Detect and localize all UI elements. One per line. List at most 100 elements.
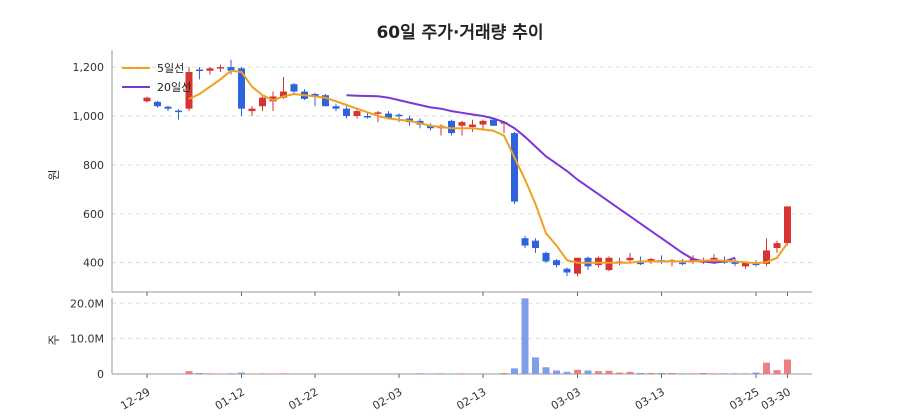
- volume-bar: [742, 373, 749, 374]
- candle-body: [311, 94, 319, 97]
- volume-bar: [143, 373, 151, 375]
- volume-bars: [143, 298, 791, 375]
- volume-bar: [521, 298, 529, 374]
- volume-bar: [479, 373, 487, 374]
- volume-axis-label: 주: [47, 334, 61, 345]
- volume-bar: [395, 373, 403, 374]
- volume-bar: [752, 372, 760, 374]
- volume-tick-label: 10.0M: [70, 333, 104, 346]
- candle-body: [227, 67, 235, 71]
- volume-bar: [175, 373, 182, 375]
- candle-body: [248, 108, 256, 112]
- candle-body: [353, 111, 361, 116]
- volume-bar: [206, 373, 214, 374]
- volume-bar: [658, 372, 665, 374]
- volume-bar: [185, 371, 193, 374]
- candle-body: [742, 262, 749, 267]
- x-tick-label: 01-22: [286, 385, 320, 412]
- volume-bar: [500, 372, 508, 374]
- candle-body: [595, 257, 602, 266]
- candle-body: [490, 119, 497, 126]
- candle-body: [458, 122, 466, 126]
- ma20-line: [346, 94, 736, 264]
- volume-bar: [668, 372, 676, 374]
- price-axis-label: 원: [47, 169, 61, 180]
- candle-body: [574, 257, 581, 274]
- x-tick-label: 12-29: [118, 385, 152, 412]
- volume-bar: [647, 372, 655, 374]
- candle-body: [448, 120, 455, 134]
- volume-bar: [332, 373, 340, 375]
- moving-average-lines: [188, 69, 789, 265]
- volume-bar: [563, 371, 571, 374]
- x-tick-label: 02-13: [454, 385, 488, 412]
- volume-bar: [595, 371, 602, 374]
- x-axis: 12-29 01-12 01-22 02-03 02-13 03-03 03-13 03-25…: [118, 292, 793, 413]
- price-tick-label: 800: [83, 159, 104, 172]
- candle-body: [773, 243, 781, 248]
- price-tick-label: 400: [83, 257, 104, 270]
- x-tick-label: 03-03: [549, 385, 583, 412]
- x-tick-label: 02-03: [370, 385, 404, 412]
- candle-body: [689, 259, 697, 262]
- volume-bar: [458, 373, 466, 374]
- price-tick-label: 600: [83, 208, 104, 221]
- legend: 5일선 20일선: [122, 61, 191, 94]
- candle-body: [385, 113, 392, 119]
- candle-body: [217, 67, 224, 69]
- volume-bar: [248, 373, 256, 374]
- candle-body: [206, 68, 214, 71]
- volume-bar: [721, 373, 728, 374]
- candle-body: [374, 112, 382, 114]
- candle-body: [185, 72, 193, 109]
- volume-bar: [532, 357, 539, 374]
- legend-label: 5일선: [157, 61, 184, 75]
- volume-bar: [626, 371, 634, 374]
- candle-body: [322, 95, 329, 107]
- volume-bar: [301, 373, 308, 375]
- volume-bar: [154, 373, 161, 375]
- volume-bar: [710, 373, 718, 374]
- volume-bar: [689, 373, 697, 374]
- candle-body: [511, 133, 518, 202]
- candle-body: [343, 108, 350, 116]
- candle-body: [427, 125, 434, 129]
- volume-bar: [784, 359, 791, 374]
- candle-body: [332, 106, 340, 109]
- candle-body: [395, 114, 403, 117]
- candle-body: [647, 259, 655, 262]
- candle-body: [679, 262, 686, 265]
- price-tick-label: 1,200: [73, 61, 105, 74]
- volume-bar: [542, 367, 550, 374]
- candle-body: [532, 240, 539, 248]
- volume-bar: [364, 373, 371, 375]
- candle-body: [290, 84, 298, 92]
- volume-bar: [280, 373, 287, 374]
- candle-body: [542, 252, 550, 262]
- candle-body: [143, 97, 151, 102]
- candle-body: [763, 250, 770, 264]
- volume-bar: [605, 370, 613, 374]
- volume-bar: [679, 373, 686, 374]
- candle-body: [469, 124, 476, 127]
- volume-bar: [311, 373, 319, 374]
- candle-body: [154, 101, 161, 107]
- candle-body: [269, 96, 277, 102]
- x-tick-label: 03-30: [759, 385, 793, 412]
- candle-body: [731, 261, 739, 264]
- candle-body: [605, 257, 613, 270]
- candle-body: [364, 116, 371, 118]
- x-tick-label: 03-13: [633, 385, 667, 412]
- volume-bar: [553, 370, 560, 374]
- candle-body: [479, 120, 487, 125]
- candle-body: [175, 110, 182, 113]
- volume-bar: [406, 373, 413, 375]
- candle-body: [626, 257, 634, 261]
- candle-body: [280, 91, 287, 98]
- volume-bar: [469, 373, 476, 375]
- volume-bar: [731, 373, 739, 374]
- volume-bar: [227, 373, 235, 374]
- candle-body: [259, 97, 266, 107]
- volume-bar: [217, 373, 224, 374]
- volume-bar: [574, 369, 581, 374]
